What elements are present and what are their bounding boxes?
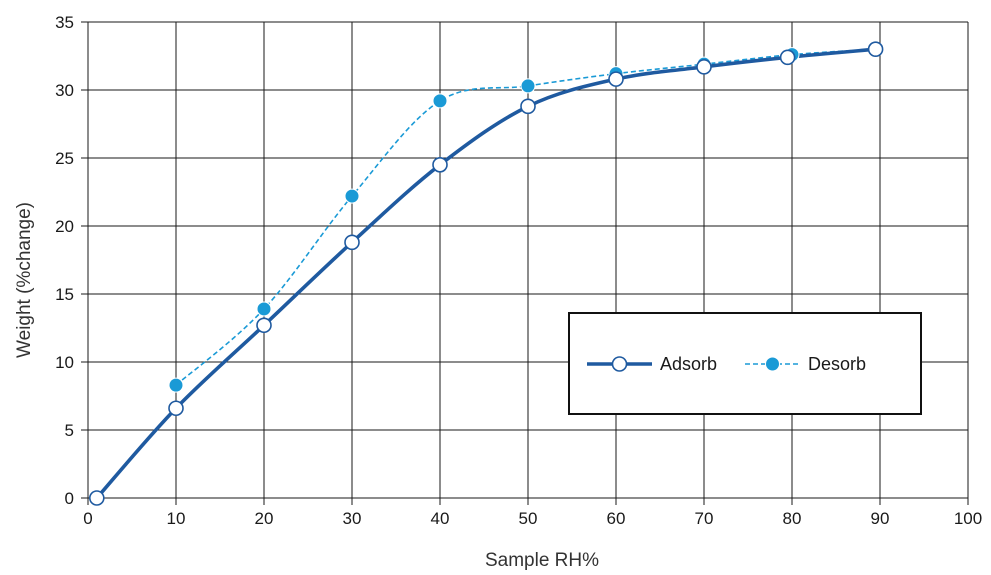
data-point-adsorb bbox=[608, 71, 624, 87]
x-tick-label: 80 bbox=[783, 509, 802, 528]
data-point-adsorb bbox=[256, 317, 272, 334]
legend-marker-adsorb bbox=[611, 356, 628, 372]
y-tick-label: 30 bbox=[55, 81, 74, 100]
data-point-adsorb bbox=[344, 234, 360, 251]
series-line-desorb bbox=[175, 48, 876, 386]
y-tick-label: 0 bbox=[65, 489, 74, 508]
data-point-adsorb bbox=[696, 59, 712, 75]
legend-items: Adsorb Desorb bbox=[587, 354, 866, 374]
data-point-adsorb bbox=[168, 400, 184, 417]
x-tick-label: 100 bbox=[954, 509, 982, 528]
x-tick-label: 50 bbox=[519, 509, 538, 528]
y-tick-label: 5 bbox=[65, 421, 74, 440]
grid bbox=[81, 21, 969, 505]
data-point-adsorb bbox=[432, 157, 448, 173]
x-tick-label: 0 bbox=[83, 509, 92, 528]
y-tick-label: 35 bbox=[55, 13, 74, 32]
x-tick-label: 60 bbox=[607, 509, 626, 528]
legend-marker-desorb bbox=[765, 356, 780, 372]
x-axis-title: Sample RH% bbox=[485, 550, 599, 571]
x-tick-label: 90 bbox=[871, 509, 890, 528]
legend-label-adsorb: Adsorb bbox=[660, 354, 717, 374]
data-point-adsorb bbox=[520, 98, 536, 115]
legend-label-desorb: Desorb bbox=[808, 354, 866, 374]
y-tick-label: 10 bbox=[55, 353, 74, 372]
y-axis-title: Weight (%change) bbox=[14, 202, 35, 358]
data-point-desorb bbox=[432, 93, 448, 109]
data-point-adsorb bbox=[779, 49, 796, 66]
data-point-adsorb bbox=[89, 490, 105, 506]
series-line-adsorb bbox=[95, 47, 876, 500]
legend: Adsorb Desorb bbox=[568, 312, 922, 415]
x-tick-label: 40 bbox=[431, 509, 450, 528]
x-tick-label: 10 bbox=[167, 509, 186, 528]
x-tick-label: 20 bbox=[255, 509, 274, 528]
data-point-adsorb bbox=[867, 41, 884, 58]
y-tick-label: 20 bbox=[55, 217, 74, 236]
data-point-desorb bbox=[344, 188, 360, 204]
x-tick-label: 30 bbox=[343, 509, 362, 528]
data-point-desorb bbox=[256, 301, 272, 317]
data-point-desorb bbox=[168, 377, 184, 393]
tick-labels: 0 10 20 30 40 50 60 70 80 90 100 0 5 10 15 20 25 30 35 bbox=[55, 13, 982, 528]
data-point-desorb bbox=[520, 78, 536, 94]
series-layer bbox=[89, 41, 884, 506]
y-tick-label: 25 bbox=[55, 149, 74, 168]
y-tick-label: 15 bbox=[55, 285, 74, 304]
x-tick-label: 70 bbox=[695, 509, 714, 528]
